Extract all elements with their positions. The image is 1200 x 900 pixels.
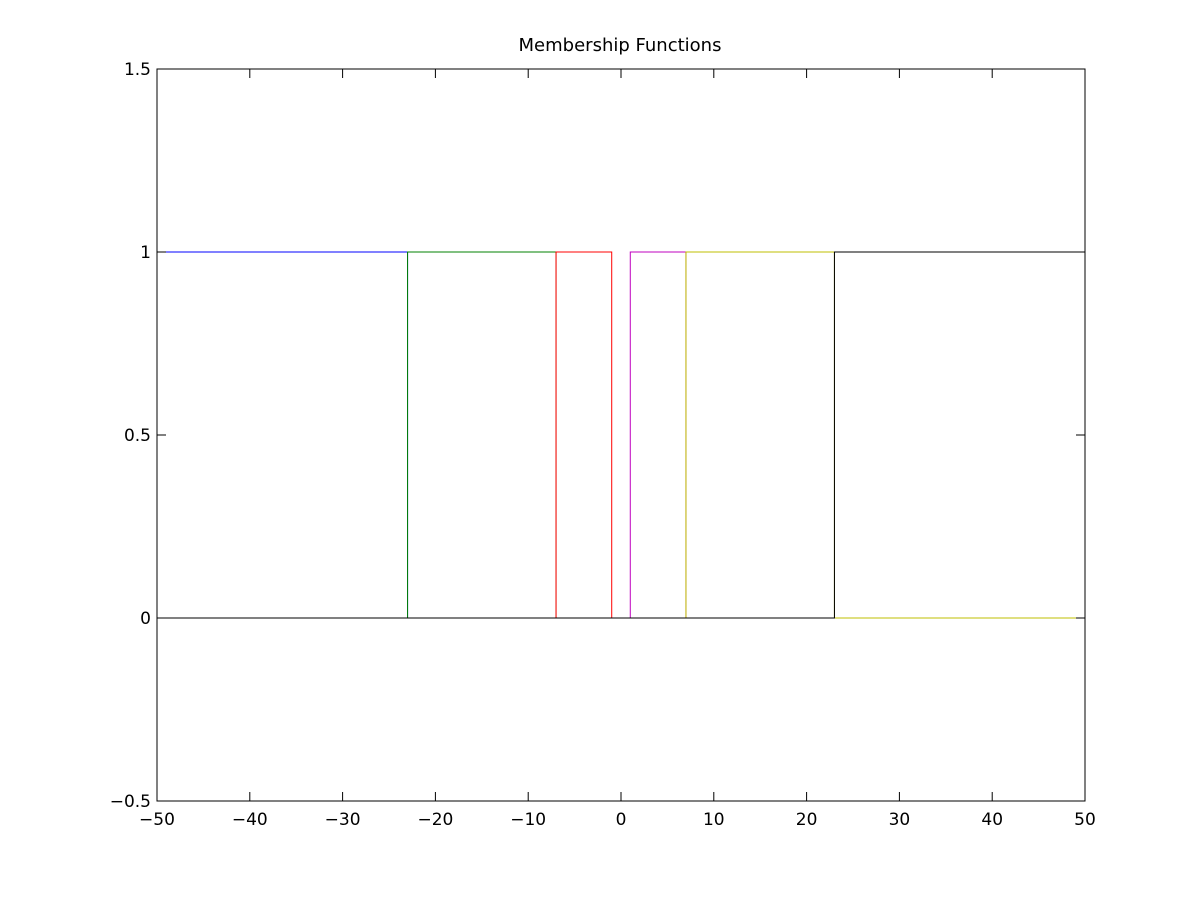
x-tick-label: −10 bbox=[510, 810, 546, 830]
x-tick-label: 30 bbox=[889, 810, 911, 830]
x-tick-label: −50 bbox=[139, 810, 175, 830]
y-tick-label: 1.5 bbox=[124, 60, 151, 80]
series-layer bbox=[157, 251, 1085, 619]
chart-title: Membership Functions bbox=[519, 35, 722, 56]
series-line-2 bbox=[157, 251, 1085, 619]
plot-frame bbox=[156, 68, 1086, 802]
x-tick-label: −30 bbox=[325, 810, 361, 830]
y-tick-label: 0 bbox=[140, 609, 151, 629]
x-tick-label: 40 bbox=[981, 810, 1003, 830]
series-line-6 bbox=[157, 251, 1085, 619]
y-tick-label: 0.5 bbox=[124, 426, 151, 446]
series-line-3 bbox=[157, 251, 1085, 619]
series-line-1 bbox=[157, 251, 1085, 619]
x-tick-label: 0 bbox=[616, 810, 627, 830]
series-line-5 bbox=[157, 251, 1085, 619]
axes-layer: −50 −40 −30 −20 −10 0 10 20 30 40 50 −0.5 0 0.5 1 1.5 bbox=[110, 60, 1096, 830]
x-tick-label: −20 bbox=[417, 810, 453, 830]
x-tick-label: 20 bbox=[796, 810, 818, 830]
y-tick-label: −0.5 bbox=[110, 792, 151, 812]
series-line-4 bbox=[157, 251, 1085, 619]
x-tick-label: 10 bbox=[703, 810, 725, 830]
x-tick-label: −40 bbox=[232, 810, 268, 830]
y-tick-label: 1 bbox=[140, 243, 151, 263]
x-tick-label: 50 bbox=[1074, 810, 1096, 830]
